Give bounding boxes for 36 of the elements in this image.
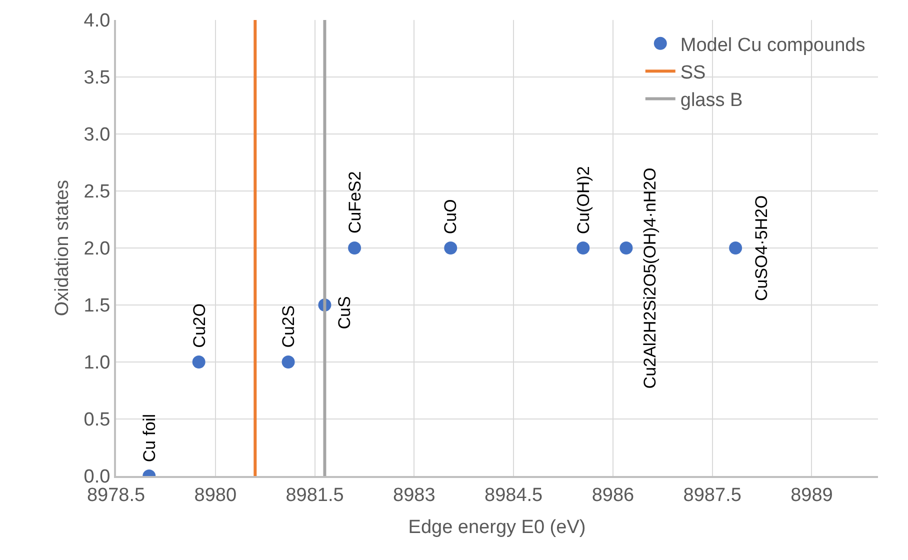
y-tick-label: 3.5: [84, 68, 110, 89]
annotation: Cu2Al2H2Si2O5(OH)4·nH2O: [640, 168, 660, 389]
y-tick-label: 3.0: [84, 124, 110, 146]
annotation: CuSO4·5H2O: [752, 195, 772, 302]
legend-label: Model Cu compounds: [680, 34, 866, 56]
point: [576, 242, 590, 254]
annotation: Cu foil: [140, 414, 160, 462]
x-tick-label: 8986: [592, 484, 634, 506]
x-tick-label: 8984.5: [484, 484, 543, 506]
y-tick-label: 1.5: [84, 296, 110, 317]
point: [192, 356, 206, 368]
x-axis-title: Edge energy E0 (eV): [408, 517, 586, 538]
annotation: Cu2S: [278, 305, 298, 348]
point: [282, 356, 295, 368]
annotation: CuFeS2: [346, 171, 365, 234]
point: [348, 242, 362, 254]
annotation: CuS: [335, 296, 354, 330]
point: [444, 242, 458, 254]
x-tick-label: 8981.5: [286, 484, 344, 506]
point: [620, 242, 633, 254]
x-tick-label: 8983: [393, 484, 436, 506]
annotation: CuO: [441, 199, 460, 234]
legend-label: SS: [680, 62, 706, 84]
annotation: Cu(OH)2: [574, 166, 594, 234]
x-tick-label: 8987.5: [683, 484, 742, 506]
y-tick-label: 4.0: [84, 10, 110, 32]
legend-label: glass B: [680, 90, 743, 112]
y-tick-label: 1.0: [84, 352, 110, 374]
y-tick-label: 2.0: [84, 238, 110, 260]
y-tick-label: 0.5: [84, 410, 110, 431]
point: [729, 242, 742, 254]
x-tick-label: 8989: [790, 484, 833, 506]
annotation: Cu2O: [190, 303, 209, 348]
y-axis-title: Oxidation states: [52, 180, 74, 316]
x-tick-label: 8980: [194, 484, 237, 506]
y-tick-label: 2.5: [84, 182, 110, 203]
